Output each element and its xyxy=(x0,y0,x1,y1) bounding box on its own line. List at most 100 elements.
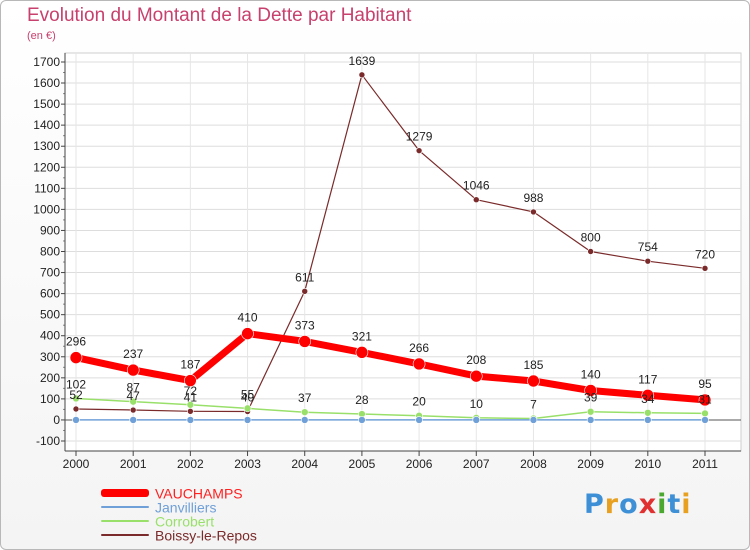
y-tick-label: 1700 xyxy=(33,55,60,69)
x-tick-label: 2006 xyxy=(406,457,433,471)
legend-label: VAUCHAMPS xyxy=(155,485,243,502)
data-label: 55 xyxy=(241,387,255,401)
data-point xyxy=(186,416,195,424)
x-tick-label: 2005 xyxy=(349,457,376,471)
data-point xyxy=(187,408,194,415)
y-tick-label: 0 xyxy=(53,413,60,427)
legend-label: Corrobert xyxy=(155,513,215,530)
data-label: 7 xyxy=(530,397,537,411)
data-point xyxy=(701,409,709,418)
legend-item: Boissy-le-Repos xyxy=(101,527,257,544)
y-tick-label: 1200 xyxy=(33,160,60,174)
data-label: 187 xyxy=(180,358,200,372)
data-label: 72 xyxy=(184,384,198,398)
data-label: 95 xyxy=(698,377,712,391)
data-point xyxy=(129,397,137,406)
data-label: 39 xyxy=(584,391,598,405)
data-label: 988 xyxy=(523,191,543,205)
data-point xyxy=(644,408,652,417)
data-label: 102 xyxy=(66,377,86,391)
data-point xyxy=(300,416,309,424)
x-tick-label: 2001 xyxy=(120,457,147,471)
data-label: 410 xyxy=(238,311,258,325)
x-tick-label: 2008 xyxy=(520,457,547,471)
data-point xyxy=(72,394,80,403)
data-label: 611 xyxy=(295,270,314,284)
y-tick-label: 1300 xyxy=(33,139,60,153)
data-point xyxy=(586,416,595,424)
data-label: 41 xyxy=(184,390,198,404)
data-point xyxy=(530,208,537,216)
legend-swatch xyxy=(101,534,149,537)
data-point xyxy=(586,407,595,416)
data-label: 140 xyxy=(581,367,601,381)
data-label: 52 xyxy=(69,388,83,402)
y-tick-label: 1100 xyxy=(34,181,60,195)
legend-item: VAUCHAMPS xyxy=(101,485,257,502)
series-line xyxy=(75,330,706,404)
brand-logo: Proxiti xyxy=(584,489,692,520)
data-point xyxy=(641,389,655,402)
data-point xyxy=(129,406,137,414)
data-label: 10 xyxy=(470,397,484,411)
data-label: 20 xyxy=(412,395,426,409)
brand-letter: P xyxy=(584,489,605,520)
data-point xyxy=(243,416,252,424)
data-point xyxy=(701,265,709,272)
y-tick-label: 1600 xyxy=(33,76,60,90)
data-point xyxy=(241,327,254,340)
data-label: 296 xyxy=(66,335,86,349)
data-point xyxy=(412,357,426,371)
data-point xyxy=(72,416,80,424)
data-point xyxy=(358,416,366,424)
data-label: 237 xyxy=(123,347,143,361)
data-label: 266 xyxy=(409,341,429,355)
x-tick-label: 2004 xyxy=(291,457,318,471)
brand-letter: x xyxy=(638,489,658,520)
data-point xyxy=(698,393,712,407)
data-point xyxy=(129,416,137,424)
legend-item: Corrobert xyxy=(101,513,257,530)
unit-label: (en €) xyxy=(27,30,56,42)
x-tick-label: 2003 xyxy=(234,457,261,471)
y-tick-label: 1000 xyxy=(33,202,60,216)
y-tick-label: 400 xyxy=(40,329,60,343)
legend: VAUCHAMPS Janvilliers Corrobert Boissy-le-R… xyxy=(101,485,257,544)
data-label: 28 xyxy=(355,393,369,407)
data-label: 117 xyxy=(638,372,657,386)
y-tick-label: -100 xyxy=(36,434,60,448)
y-tick-label: 600 xyxy=(40,287,60,301)
data-point xyxy=(472,416,481,424)
data-point xyxy=(298,335,312,348)
data-point xyxy=(301,287,309,295)
data-point xyxy=(584,384,597,397)
data-label: 1046 xyxy=(463,179,490,193)
data-point xyxy=(355,346,369,359)
y-tick-label: 200 xyxy=(40,371,60,385)
data-point xyxy=(72,405,80,413)
x-tick-label: 2007 xyxy=(463,457,490,471)
brand-letter: o xyxy=(619,489,639,520)
legend-swatch xyxy=(101,489,149,498)
data-point xyxy=(644,257,652,265)
chart-title: Evolution du Montant de la Dette par Hab… xyxy=(27,5,412,26)
data-label: 40 xyxy=(241,391,255,405)
y-tick-label: 1400 xyxy=(33,118,60,132)
data-point xyxy=(415,416,423,424)
data-label: 31 xyxy=(698,392,712,406)
y-tick-label: 900 xyxy=(40,223,60,237)
data-point xyxy=(184,374,197,387)
brand-letter: i xyxy=(657,489,668,520)
data-label: 34 xyxy=(641,392,655,406)
data-point xyxy=(472,196,480,204)
data-point xyxy=(529,416,538,424)
x-tick-label: 2000 xyxy=(63,457,90,471)
data-label: 47 xyxy=(127,389,141,403)
data-point xyxy=(527,374,540,388)
data-label: 1639 xyxy=(349,54,376,68)
y-tick-label: 300 xyxy=(40,350,60,364)
data-point xyxy=(644,416,652,424)
data-point xyxy=(587,248,594,255)
legend-label: Boissy-le-Repos xyxy=(155,527,257,544)
